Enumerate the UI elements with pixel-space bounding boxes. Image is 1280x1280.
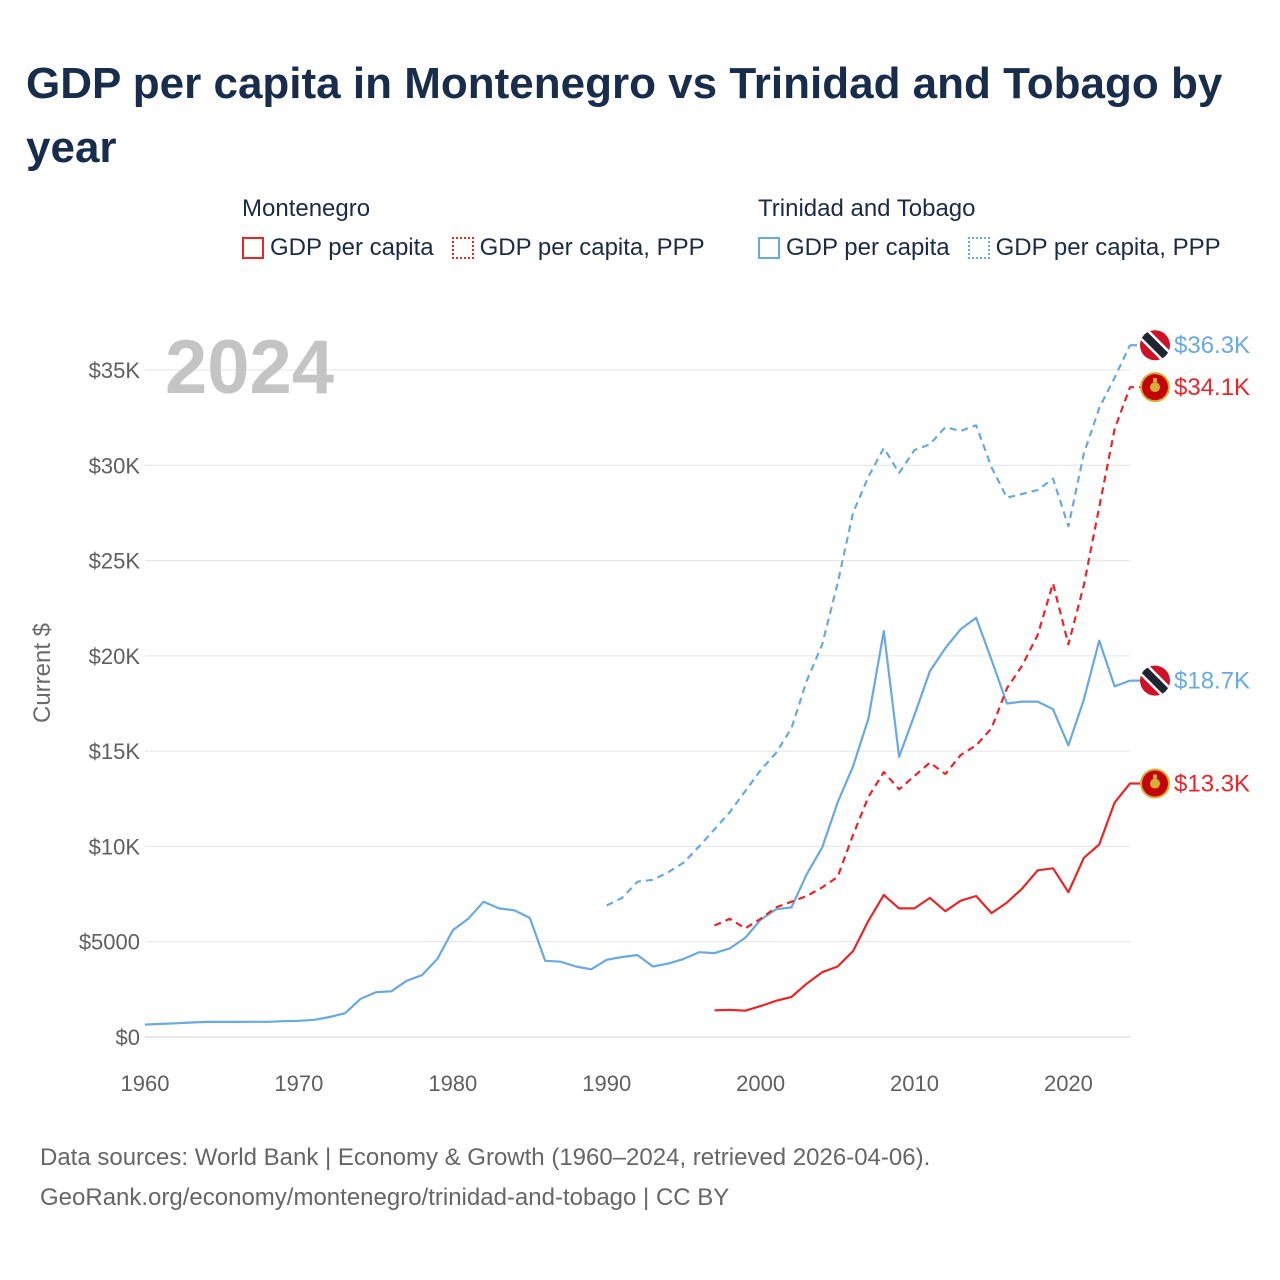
series-end-value-label: $36.3K: [1174, 332, 1250, 359]
x-tick-label: 1980: [428, 1071, 477, 1096]
legend-swatch-dotted-red: [451, 237, 474, 259]
legend-item-montenegro-gdp-ppp[interactable]: GDP per capita, PPP: [451, 234, 705, 262]
y-tick-label: $20K: [89, 644, 141, 669]
montenegro-flag-icon: [1140, 768, 1170, 799]
legend-heading-montenegro: Montenegro: [242, 195, 371, 222]
legend-swatch-solid-red: [242, 237, 264, 259]
series-line-trinidad-and-tobago-gdp-per-capita[interactable]: [144, 616, 1131, 1026]
x-tick-label: 1960: [121, 1071, 170, 1096]
y-tick-label: $5000: [79, 930, 140, 955]
legend-swatch-dotted-blue: [967, 237, 990, 259]
legend-group-trinidad: Trinidad and Tobago GDP per capita GDP p…: [758, 194, 1221, 262]
legend-item-trinidad-gdp[interactable]: GDP per capita: [758, 234, 950, 262]
series-lines: [144, 344, 1146, 1026]
series-end-value-label: $18.7K: [1174, 668, 1250, 695]
y-axis-label: Current $: [29, 623, 56, 723]
attribution-link[interactable]: GeoRank.org/economy/montenegro/trinidad-…: [40, 1184, 730, 1211]
series-end-value-label: $34.1K: [1174, 374, 1250, 401]
legend-label: GDP per capita: [786, 234, 950, 261]
x-tick-label: 2020: [1044, 1071, 1093, 1096]
trinidad-flag-icon: [1140, 665, 1170, 696]
y-tick-label: $30K: [89, 453, 141, 478]
year-watermark: 2024: [165, 325, 334, 410]
x-tick-label: 1970: [274, 1071, 323, 1096]
y-axis-ticks: $0 $5000 $10K $15K $20K $25K $30K $35K: [79, 358, 141, 1050]
legend-label: GDP per capita, PPP: [995, 234, 1221, 261]
legend-item-montenegro-gdp[interactable]: GDP per capita: [242, 234, 434, 262]
series-end-value-label: $13.3K: [1174, 771, 1250, 798]
legend-label: GDP per capita, PPP: [479, 234, 705, 261]
legend-group-montenegro: Montenegro GDP per capita GDP per capita…: [242, 194, 705, 262]
x-tick-label: 1990: [582, 1071, 631, 1096]
gridlines: [145, 369, 1130, 943]
montenegro-flag-icon: [1140, 372, 1170, 403]
y-tick-label: $25K: [89, 549, 141, 574]
y-tick-label: $10K: [89, 834, 141, 859]
series-end-markers: $18.7K $36.3K $13.3K $34.1K: [1130, 330, 1250, 799]
x-axis-ticks: 1960 1970 1980 1990 2000 2010 2020: [121, 1071, 1093, 1096]
legend-heading-trinidad: Trinidad and Tobago: [758, 195, 976, 222]
legend-item-trinidad-gdp-ppp[interactable]: GDP per capita, PPP: [967, 234, 1221, 262]
y-tick-label: $35K: [89, 358, 141, 383]
x-tick-label: 2000: [736, 1071, 785, 1096]
legend-swatch-solid-blue: [758, 237, 780, 259]
trinidad-flag-icon: [1140, 330, 1170, 361]
chart-title: GDP per capita in Montenegro vs Trinidad…: [26, 59, 1223, 172]
series-line-montenegro-gdp-per-capita[interactable]: [714, 782, 1146, 1012]
y-tick-label: $15K: [89, 739, 141, 764]
x-tick-label: 2010: [890, 1071, 939, 1096]
legend-label: GDP per capita: [270, 234, 434, 261]
footer: Data sources: World Bank | Economy & Gro…: [40, 1138, 930, 1218]
data-source-note: Data sources: World Bank | Economy & Gro…: [40, 1144, 931, 1171]
series-line-trinidad-and-tobago-gdp-per-capita-ppp[interactable]: [606, 344, 1131, 907]
y-tick-label: $0: [116, 1025, 140, 1050]
